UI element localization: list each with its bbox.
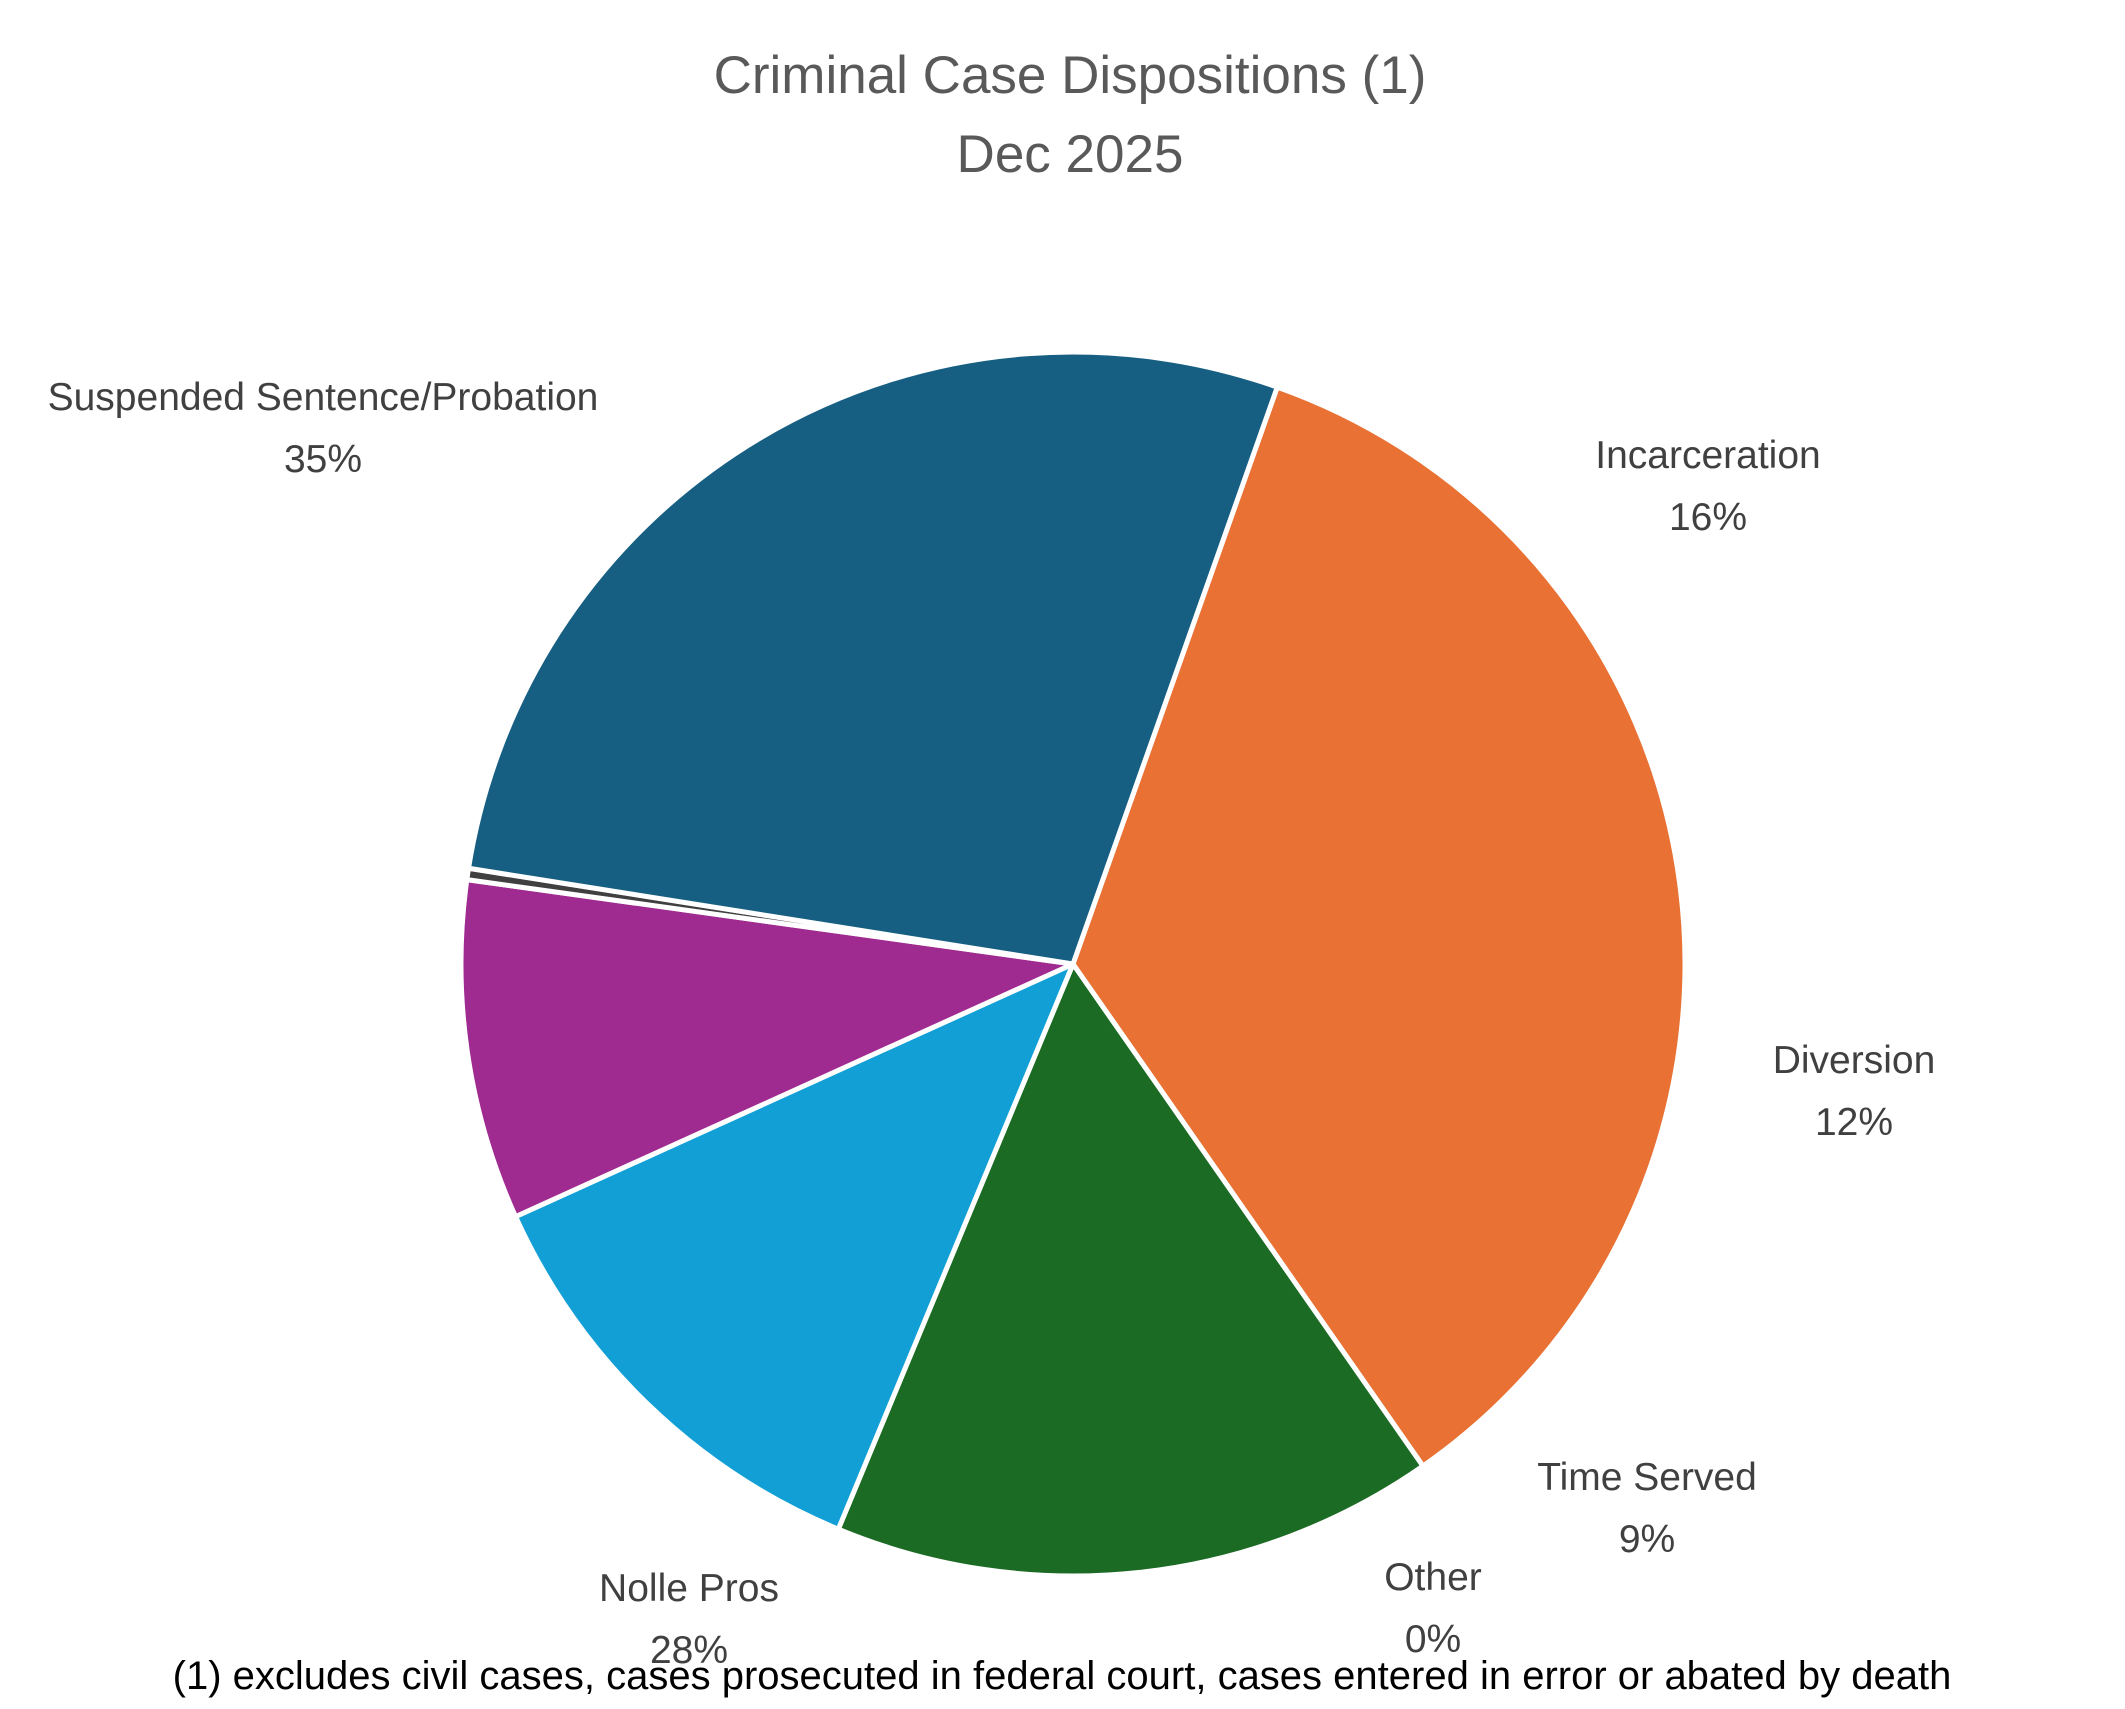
pie-slice-nolle-pros xyxy=(466,349,1280,967)
slice-percent-diversion: 12% xyxy=(1815,1101,1893,1144)
slice-percent-nolle-pros: 28% xyxy=(650,1629,728,1672)
pie-slice-suspended-sentence-probation xyxy=(1070,384,1688,1469)
slice-label-diversion: Diversion xyxy=(1773,1039,1936,1082)
chart-subtitle: Dec 2025 xyxy=(957,125,1184,184)
slice-percent-time-served: 9% xyxy=(1619,1518,1675,1561)
chart-footnote: (1) excludes civil cases, cases prosecut… xyxy=(173,1654,1952,1698)
pie-slices xyxy=(458,349,1688,1579)
slice-label-time-served: Time Served xyxy=(1537,1456,1757,1499)
slice-label-suspended-sentence-probation: Suspended Sentence/Probation xyxy=(48,376,599,419)
slice-label-other: Other xyxy=(1384,1556,1482,1599)
pie-slice-incarceration xyxy=(835,961,1426,1579)
slice-labels: Suspended Sentence/Probation 35% Incarcera… xyxy=(48,376,1936,1672)
slice-label-nolle-pros: Nolle Pros xyxy=(599,1567,779,1610)
pie-slice-time-served xyxy=(458,877,1076,1220)
slice-percent-incarceration: 16% xyxy=(1669,496,1747,539)
slice-percent-other: 0% xyxy=(1405,1618,1461,1661)
pie-slice-diversion xyxy=(513,961,1076,1532)
slice-percent-suspended-sentence-probation: 35% xyxy=(284,438,362,481)
chart-title: Criminal Case Dispositions (1) xyxy=(714,46,1427,105)
slice-label-incarceration: Incarceration xyxy=(1595,434,1820,477)
